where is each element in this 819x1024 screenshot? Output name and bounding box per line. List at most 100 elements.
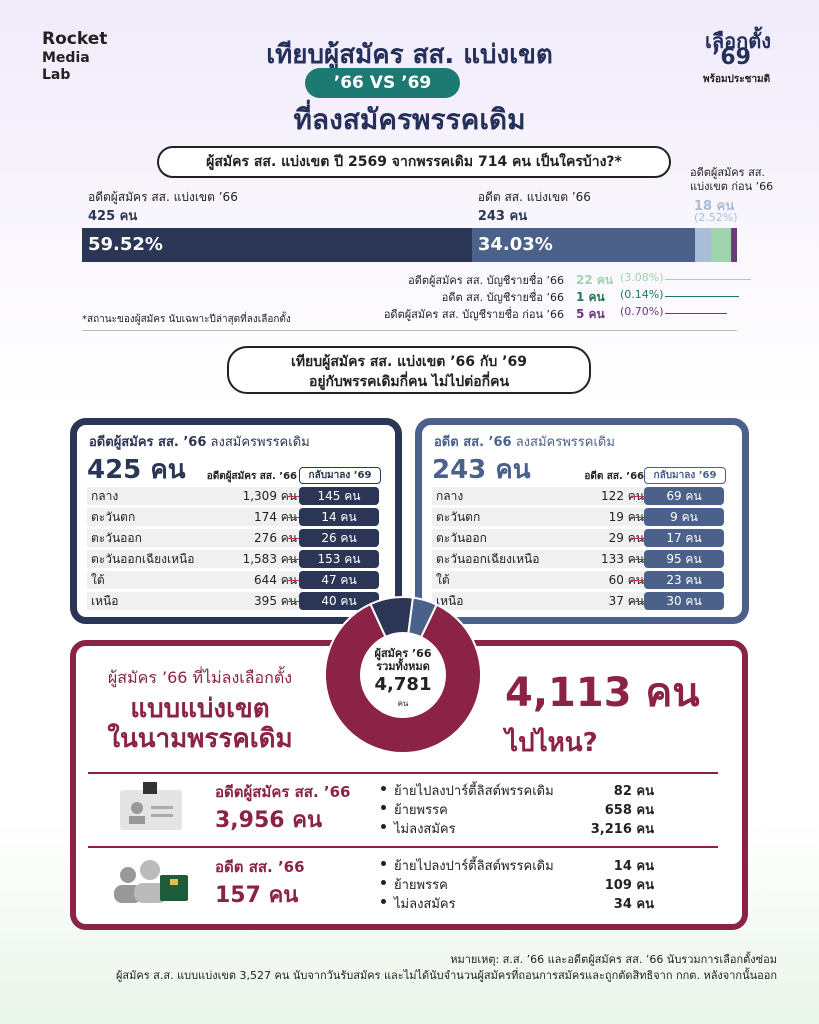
- segment-count: 243 คน: [477, 209, 528, 224]
- donut: [324, 596, 482, 754]
- column-header: กลับมาลง ’69: [299, 467, 381, 484]
- panel-total: 243 คน: [432, 455, 531, 485]
- segment-label: 59.52%: [88, 234, 163, 255]
- count-66: 644 คน: [254, 573, 297, 587]
- group-count: 3,956 คน: [215, 808, 323, 833]
- logo-text: Media: [42, 50, 90, 66]
- count-69: 153 คน: [299, 550, 379, 568]
- segment-name: อดีตผู้สมัคร สส. แบ่งเขต ก่อน ’66: [690, 166, 774, 193]
- divider: [88, 846, 718, 848]
- bullet: [381, 880, 386, 885]
- segment-name: อดีตผู้สมัคร สส. บัญชีรายชื่อ ’66: [408, 274, 564, 287]
- section-line: เทียบผู้สมัคร สส. แบ่งเขต ’66 กับ ’69: [291, 354, 527, 370]
- gone-text: ในนามพรรคเดิม: [107, 724, 293, 754]
- region: เหนือ: [91, 594, 119, 608]
- count-69: 23 คน: [644, 571, 724, 589]
- region: ตะวันตก: [91, 510, 136, 524]
- gone-text: ไปไหน?: [505, 728, 598, 758]
- region: ใต้: [91, 573, 105, 587]
- group-title: อดีตผู้สมัคร สส. ’66: [215, 783, 351, 801]
- title: ที่ลงสมัครพรรคเดิม: [293, 103, 526, 136]
- badge-text: เลือกตั้ง: [705, 29, 771, 53]
- arrow: [287, 580, 299, 581]
- panel: อดีต สส. ’66 ลงสมัครพรรคเดิม 243 คน อดีต ส…: [415, 418, 749, 624]
- segment-label: 34.03%: [477, 234, 553, 255]
- item-count: 82 คน: [613, 784, 654, 799]
- column-header: กลับมาลง ’69: [644, 467, 726, 484]
- count-69: 9 คน: [644, 508, 724, 526]
- arrow: [287, 538, 299, 539]
- count-69: 17 คน: [644, 529, 724, 547]
- segment-name: อดีตผู้สมัคร สส. แบ่งเขต ’66: [88, 190, 238, 204]
- group-title: อดีต สส. ’66: [215, 858, 305, 876]
- bar-segment: [82, 228, 472, 262]
- title-pill: ’66 VS ’69: [305, 68, 460, 98]
- arrow: [632, 601, 644, 602]
- gone-text: ผู้สมัคร ’66 ที่ไม่ลงเลือกตั้ง: [107, 668, 293, 687]
- arrow: [632, 580, 644, 581]
- gone-total: 4,113 คน: [505, 670, 700, 716]
- badge-text: พร้อมประชามติ: [703, 74, 771, 85]
- item-label: ย้ายไปลงปาร์ตี้ลิสต์พรรคเดิม: [394, 784, 554, 799]
- panel-title-bold: อดีตผู้สมัคร สส. ’66: [89, 435, 207, 450]
- footnote: *สถานะของผู้สมัคร นับเฉพาะปีล่าสุดที่ลงเ…: [82, 314, 291, 325]
- arrow: [632, 538, 644, 539]
- count-66: 174 คน: [254, 510, 297, 524]
- segment-label: (0.70%): [620, 305, 664, 318]
- segment-count: 425 คน: [88, 209, 138, 224]
- divider: [82, 330, 737, 331]
- item-label: ไม่ลงสมัคร: [394, 822, 456, 837]
- region: ใต้: [436, 573, 450, 587]
- segment-count: 1 คน: [576, 290, 605, 304]
- panel: อดีตผู้สมัคร สส. ’66 ลงสมัครพรรคเดิม 425 …: [70, 418, 402, 624]
- icon-card: [120, 782, 182, 830]
- logo-text: Rocket: [42, 29, 108, 49]
- panel-total: 425 คน: [87, 455, 186, 485]
- count-66: 29 คน: [608, 531, 644, 545]
- bar-segment: [694, 228, 712, 262]
- bullet: [381, 899, 386, 904]
- region: ตะวันออกเฉียงเหนือ: [91, 552, 195, 566]
- item-label: ย้ายพรรค: [394, 878, 448, 893]
- group-count: 157 คน: [215, 883, 299, 908]
- note: ผู้สมัคร ส.ส. แบบแบ่งเขต 3,527 คน นับจาก…: [115, 969, 777, 982]
- count-66: 133 คน: [601, 552, 644, 566]
- count-69: 26 คน: [299, 529, 379, 547]
- segment-count: 18 คน: [694, 199, 735, 214]
- bar-segment: [471, 228, 695, 262]
- gone-text: แบบแบ่งเขต: [130, 694, 270, 724]
- badge-text: ’69: [712, 45, 751, 70]
- donut-text: ผู้สมัคร ’66: [374, 647, 432, 660]
- arrow: [632, 559, 644, 560]
- count-69: 95 คน: [644, 550, 724, 568]
- arrow: [287, 559, 299, 560]
- segment-label: (0.14%): [620, 288, 664, 301]
- icon-people: [114, 860, 188, 903]
- region: กลาง: [436, 489, 464, 503]
- item-count: 14 คน: [613, 859, 654, 874]
- panel-title: อดีตผู้สมัคร สส. ’66 ลงสมัครพรรคเดิม: [89, 431, 310, 452]
- count-69: 69 คน: [644, 487, 724, 505]
- item-label: ย้ายพรรค: [394, 803, 448, 818]
- item-count: 109 คน: [604, 878, 654, 893]
- bar-segment: [711, 228, 732, 262]
- item-count: 658 คน: [604, 803, 654, 818]
- segment-label: (2.52%): [694, 211, 738, 224]
- panel-title-rest: ลงสมัครพรรคเดิม: [206, 435, 310, 450]
- arrow: [287, 517, 299, 518]
- segment-count: 5 คน: [576, 307, 605, 321]
- count-66: 19 คน: [608, 510, 644, 524]
- panel-title-rest: ลงสมัครพรรคเดิม: [511, 435, 615, 450]
- region: ตะวันออก: [436, 531, 487, 545]
- count-69: 40 คน: [299, 592, 379, 610]
- count-69: 14 คน: [299, 508, 379, 526]
- section-title: ผู้สมัคร สส. แบ่งเขต ปี 2569 จากพรรคเดิม…: [157, 146, 671, 178]
- count-66: 1,583 คน: [242, 552, 297, 566]
- count-66: 37 คน: [608, 594, 644, 608]
- leader-line: [665, 313, 727, 314]
- segment-label: (3.08%): [620, 271, 664, 284]
- section-title: เทียบผู้สมัคร สส. แบ่งเขต ’66 กับ ’69 อยู…: [227, 346, 591, 394]
- count-69: 47 คน: [299, 571, 379, 589]
- leader-line: [665, 296, 739, 297]
- bullet: [381, 824, 386, 829]
